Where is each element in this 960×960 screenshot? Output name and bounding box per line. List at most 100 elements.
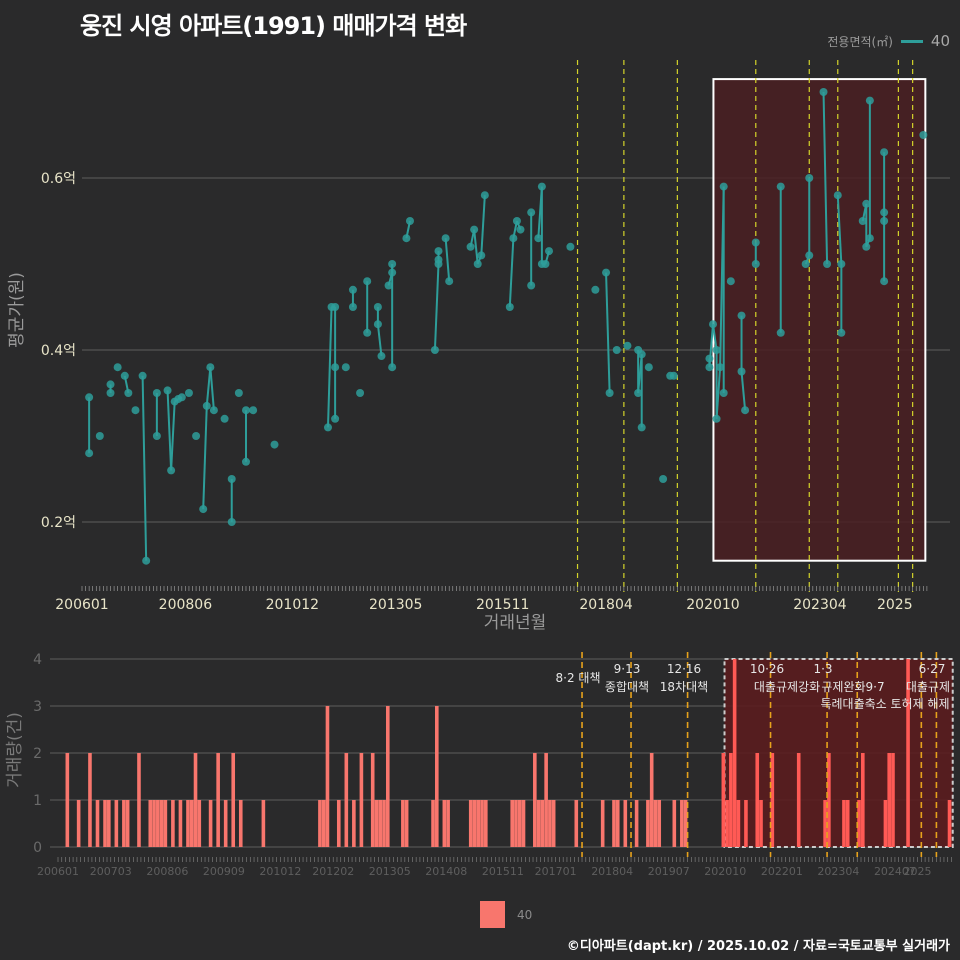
volume-bar — [171, 800, 175, 847]
data-point — [545, 247, 554, 256]
data-point — [880, 217, 889, 225]
chart-title: 웅진 시영 아파트(1991) 매매가격 변화 — [80, 12, 467, 40]
x-tick-label: 200909 — [203, 865, 245, 878]
data-point — [833, 191, 842, 200]
volume-bar — [431, 800, 435, 847]
data-point — [388, 268, 397, 277]
data-point — [373, 320, 382, 329]
data-point — [405, 217, 414, 225]
legend-line-icon — [900, 39, 923, 43]
data-point — [199, 505, 208, 514]
volume-bar — [759, 800, 763, 847]
policy-annotation: 대출규제강화 — [754, 680, 820, 694]
data-point — [348, 285, 357, 294]
volume-bar — [845, 800, 850, 847]
volume-bar — [484, 800, 488, 847]
y-tick-label: 3 — [33, 699, 42, 715]
data-point — [95, 432, 104, 440]
data-point — [719, 389, 728, 397]
x-axis-title: 거래년월 — [484, 613, 547, 633]
x-tick-label: 200601 — [55, 597, 108, 613]
data-point — [124, 389, 133, 397]
volume-bar — [887, 753, 891, 847]
data-point — [527, 208, 536, 217]
x-tick-label: 200703 — [90, 865, 132, 878]
volume-bar — [344, 753, 349, 847]
y-axis-title: 거래량(건) — [5, 712, 25, 788]
data-point — [712, 346, 721, 354]
volume-bar — [189, 800, 194, 847]
volume-bar — [95, 800, 100, 847]
volume-bar — [238, 800, 243, 847]
data-point — [363, 328, 372, 337]
data-point — [566, 242, 575, 251]
data-point — [348, 303, 357, 311]
data-point — [434, 255, 443, 264]
volume-bar — [646, 800, 650, 847]
volume-bar — [385, 706, 390, 847]
data-point — [669, 371, 678, 380]
policy-annotation: 9·13 — [614, 662, 641, 676]
policy-annotation: 규제완화9·7 — [821, 680, 884, 694]
data-point — [865, 96, 874, 105]
volume-bar — [574, 800, 579, 847]
x-tick-label: 201804 — [591, 865, 633, 878]
volume-bar — [178, 800, 183, 847]
data-point — [776, 182, 785, 191]
volume-bar — [480, 800, 484, 847]
data-point — [801, 260, 810, 268]
volume-bar — [548, 800, 552, 847]
volume-bar — [435, 706, 439, 847]
data-point — [106, 380, 115, 389]
data-point — [858, 217, 867, 225]
data-point — [541, 260, 550, 268]
volume-bar — [125, 800, 130, 847]
data-point — [880, 208, 889, 217]
volume-bar — [536, 800, 541, 847]
volume-bar — [510, 800, 514, 847]
data-point — [331, 303, 340, 311]
volume-bar — [683, 800, 688, 847]
data-point — [163, 386, 172, 395]
data-point — [167, 466, 176, 475]
x-tick-label: 2025 — [904, 865, 932, 878]
legend-bottom-label: 40 — [517, 907, 533, 922]
volume-bar — [623, 800, 628, 847]
volume-bar — [318, 800, 322, 847]
data-point — [612, 346, 621, 354]
data-point — [241, 406, 250, 415]
data-point — [837, 328, 846, 337]
policy-annotation: 6·27 — [919, 662, 946, 676]
data-point — [512, 217, 521, 225]
data-point — [234, 389, 243, 397]
y-tick-label: 0 — [33, 840, 42, 856]
volume-bar — [521, 800, 526, 847]
volume-bar — [370, 753, 375, 847]
x-tick-label: 201202 — [312, 865, 354, 878]
x-tick-label: 2025 — [877, 597, 913, 613]
volume-bar — [861, 753, 865, 847]
data-point — [120, 371, 129, 380]
highlight-box — [712, 78, 927, 562]
volume-bar — [672, 800, 677, 847]
price-chart: 0.2억 0.4억 0.6억 200601 200806 201012 201305 2015… — [7, 60, 950, 633]
volume-bar — [321, 800, 326, 847]
data-point — [509, 234, 518, 243]
volume-bar — [468, 800, 473, 847]
data-point — [466, 242, 475, 251]
x-tick-label: 200806 — [146, 865, 188, 878]
volume-bar — [827, 753, 831, 847]
volume-bar — [223, 800, 228, 847]
volume-bar — [533, 753, 537, 847]
x-tick-label: 202010 — [704, 865, 746, 878]
volume-bar — [404, 800, 409, 847]
data-point — [388, 260, 397, 268]
volume-bar — [476, 800, 481, 847]
volume-bar — [680, 800, 684, 847]
volume-chart: 0 1 2 3 4 8·2 대책 9·13 종합대책 12·16 18차대책 10·26 대출규제강화… — [5, 652, 954, 878]
data-point — [591, 285, 600, 294]
volume-bar — [891, 753, 895, 847]
policy-annotation: 1·3 — [813, 662, 832, 676]
y-tick-label: 0.6억 — [41, 171, 76, 187]
data-point — [441, 234, 450, 243]
